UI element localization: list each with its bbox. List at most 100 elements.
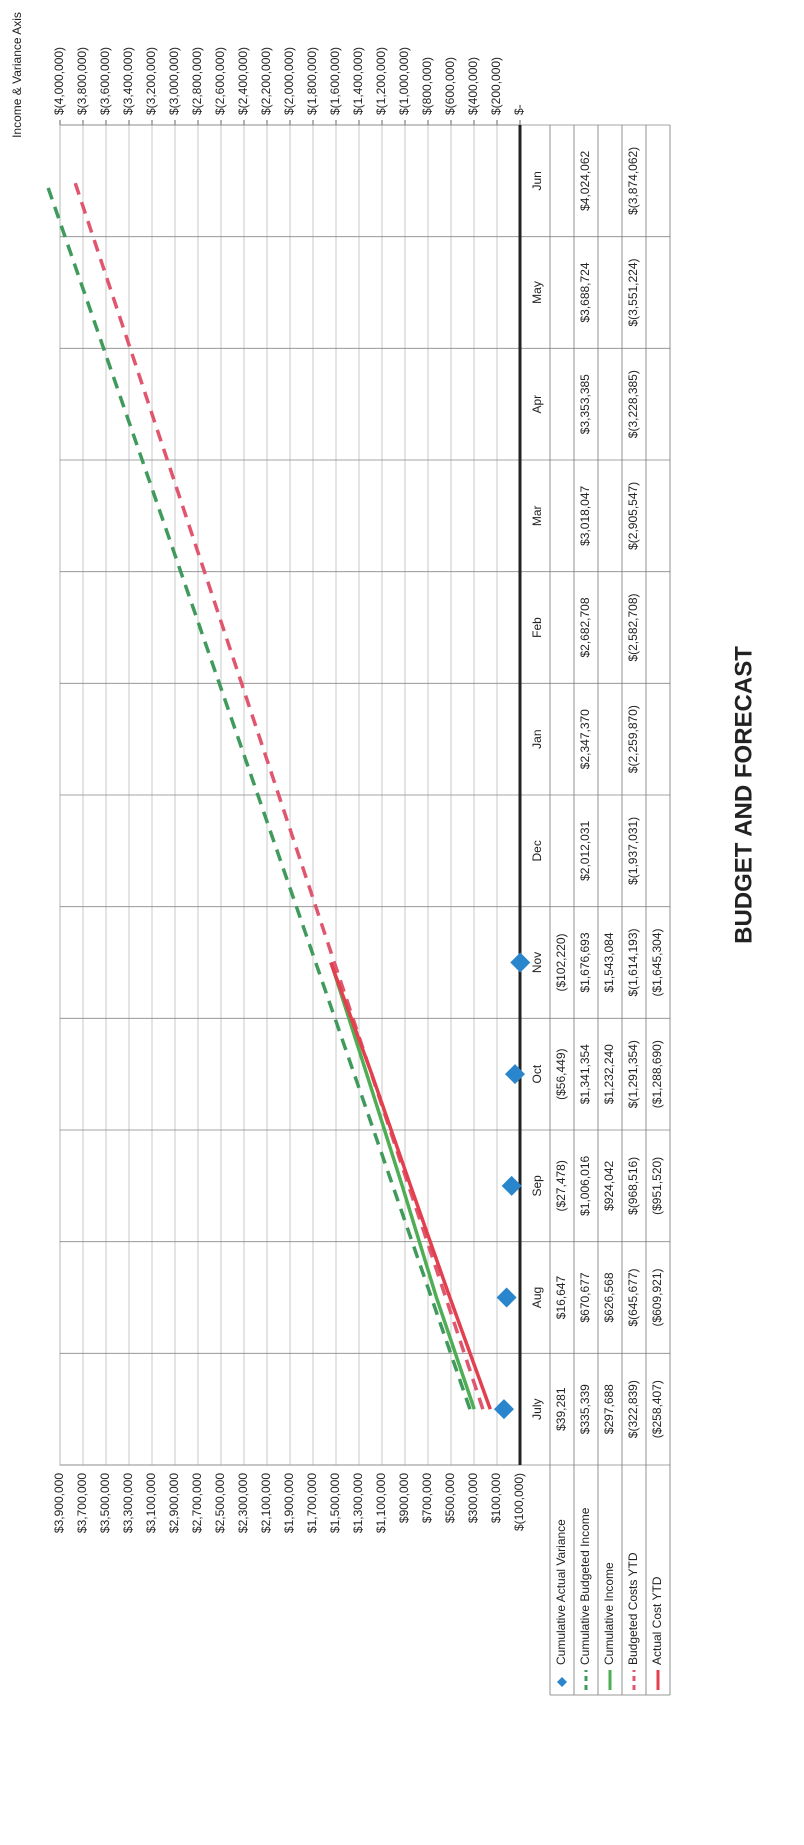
y2-tick-label: $(2,000,000) xyxy=(282,47,296,115)
table-value: $3,018,047 xyxy=(578,485,592,545)
legend-label: Cumulative Actual Variance xyxy=(554,1519,568,1665)
table-value: $(3,551,224) xyxy=(626,258,640,326)
y-tick-label: $500,000 xyxy=(443,1473,457,1523)
table-value: ($27,478) xyxy=(554,1160,568,1211)
y-tick-label: $2,700,000 xyxy=(190,1473,204,1533)
x-tick-label: Apr xyxy=(530,395,544,414)
y2-tick-label: $(200,000) xyxy=(489,57,503,115)
table-value: $3,353,385 xyxy=(578,374,592,434)
y2-tick-label: $- xyxy=(512,104,526,115)
table-value: ($1,288,690) xyxy=(650,1040,664,1108)
series-line xyxy=(329,961,476,1410)
y-tick-label: $3,900,000 xyxy=(52,1473,66,1533)
table-value: $335,339 xyxy=(578,1384,592,1434)
table-value: $4,024,062 xyxy=(578,150,592,210)
table-value: $1,543,084 xyxy=(602,932,616,992)
table-value: $(2,905,547) xyxy=(626,482,640,550)
x-tick-label: Nov xyxy=(530,952,544,973)
x-tick-label: Feb xyxy=(530,617,544,638)
y-tick-label: $3,100,000 xyxy=(144,1473,158,1533)
x-tick-label: Oct xyxy=(530,1064,544,1083)
y-tick-label: $2,100,000 xyxy=(259,1473,273,1533)
y2-tick-label: $(2,400,000) xyxy=(236,47,250,115)
y2-tick-label: $(2,800,000) xyxy=(190,47,204,115)
x-tick-label: Aug xyxy=(530,1287,544,1308)
x-tick-label: Jun xyxy=(530,171,544,190)
y2-tick-label: $(2,600,000) xyxy=(213,47,227,115)
series-line xyxy=(44,180,472,1410)
series-line xyxy=(329,961,492,1410)
y-tick-label: $100,000 xyxy=(489,1473,503,1523)
table-value: $39,281 xyxy=(554,1387,568,1431)
y-tick-label: $1,900,000 xyxy=(282,1473,296,1533)
y2-tick-label: $(1,600,000) xyxy=(328,47,342,115)
table-value: $3,688,724 xyxy=(578,262,592,322)
x-tick-label: May xyxy=(530,281,544,304)
table-value: ($1,645,304) xyxy=(650,928,664,996)
table-value: $(2,582,708) xyxy=(626,593,640,661)
table-value: $(1,937,031) xyxy=(626,817,640,885)
y-tick-label: $300,000 xyxy=(466,1473,480,1523)
table-value: $2,012,031 xyxy=(578,820,592,880)
table-value: $1,341,354 xyxy=(578,1044,592,1104)
table-value: $(1,614,193) xyxy=(626,928,640,996)
legend-label: Cumulative Budgeted Income xyxy=(578,1507,592,1665)
y2-tick-label: $(3,000,000) xyxy=(167,47,181,115)
table-value: $(968,516) xyxy=(626,1157,640,1215)
y2-tick-label: $(2,200,000) xyxy=(259,47,273,115)
table-value: $626,568 xyxy=(602,1272,616,1322)
rotated-chart: BUDGET AND FORECAST Income & Variance Ax… xyxy=(10,12,757,1696)
y2-tick-label: $(3,400,000) xyxy=(121,47,135,115)
table-value: $16,647 xyxy=(554,1275,568,1319)
legend-label: Cumulative Income xyxy=(602,1562,616,1665)
table-value: $670,677 xyxy=(578,1272,592,1322)
table-value: $(322,839) xyxy=(626,1380,640,1438)
y2-tick-label: $(1,000,000) xyxy=(397,47,411,115)
legend-swatch xyxy=(557,1677,567,1687)
y-tick-label: $1,700,000 xyxy=(305,1473,319,1533)
table-value: $1,676,693 xyxy=(578,932,592,992)
table-value: ($56,449) xyxy=(554,1048,568,1099)
x-tick-label: Mar xyxy=(530,505,544,526)
y-tick-label: $700,000 xyxy=(420,1473,434,1523)
x-tick-label: Jan xyxy=(530,729,544,748)
variance-marker xyxy=(510,952,531,973)
y2-tick-label: $(1,400,000) xyxy=(351,47,365,115)
table-value: ($102,220) xyxy=(554,933,568,991)
legend-label: Budgeted Costs YTD xyxy=(626,1552,640,1665)
y-tick-label: $2,500,000 xyxy=(213,1473,227,1533)
axis-title: Income & Variance Axis xyxy=(10,12,24,138)
y2-tick-label: $(3,600,000) xyxy=(98,47,112,115)
y2-tick-label: $(4,000,000) xyxy=(52,47,66,115)
table-value: $(2,259,870) xyxy=(626,705,640,773)
table-value: $2,682,708 xyxy=(578,597,592,657)
y2-tick-label: $(1,200,000) xyxy=(374,47,388,115)
table-value: $1,232,240 xyxy=(602,1044,616,1104)
table-value: $924,042 xyxy=(602,1160,616,1210)
y-tick-label: $1,300,000 xyxy=(351,1473,365,1533)
y2-tick-label: $(3,200,000) xyxy=(144,47,158,115)
y2-tick-label: $(3,800,000) xyxy=(75,47,89,115)
legend-label: Actual Cost YTD xyxy=(650,1576,664,1665)
y-tick-label: $2,900,000 xyxy=(167,1473,181,1533)
y2-tick-label: $(600,000) xyxy=(443,57,457,115)
table-value: $297,688 xyxy=(602,1384,616,1434)
table-value: $2,347,370 xyxy=(578,709,592,769)
y2-tick-label: $(800,000) xyxy=(420,57,434,115)
y-tick-label: $1,100,000 xyxy=(374,1473,388,1533)
y-tick-label: $3,300,000 xyxy=(121,1473,135,1533)
table-value: ($258,407) xyxy=(650,1380,664,1438)
x-tick-label: Dec xyxy=(530,840,544,861)
y-tick-label: $(100,000) xyxy=(512,1473,526,1531)
y-tick-label: $900,000 xyxy=(397,1473,411,1523)
y2-tick-label: $(400,000) xyxy=(466,57,480,115)
y-tick-label: $2,300,000 xyxy=(236,1473,250,1533)
table-value: $(1,291,354) xyxy=(626,1040,640,1108)
series-line xyxy=(72,180,485,1410)
table-value: $(3,228,385) xyxy=(626,370,640,438)
table-value: $(645,677) xyxy=(626,1268,640,1326)
table-value: ($609,921) xyxy=(650,1268,664,1326)
chart-title: BUDGET AND FORECAST xyxy=(730,646,757,944)
